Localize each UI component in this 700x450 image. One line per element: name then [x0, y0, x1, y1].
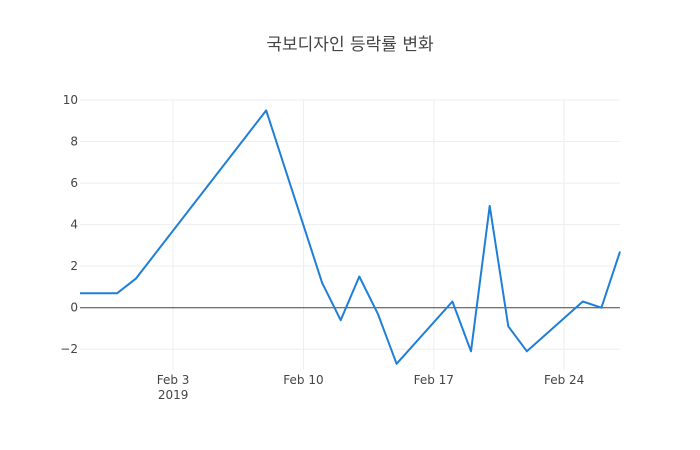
- grid-layer: [80, 99, 620, 370]
- y-tick-label: 6: [70, 176, 78, 190]
- y-tick-label: 10: [63, 93, 78, 107]
- chart-title: 국보디자인 등락률 변화: [266, 35, 434, 55]
- x-tick-label: Feb 24: [544, 373, 584, 387]
- x-tick-label: Feb 10: [283, 373, 323, 387]
- series-layer: [80, 109, 621, 365]
- x-tick-label: Feb 17: [414, 373, 454, 387]
- y-tick-label: 2: [70, 259, 78, 273]
- y-tick-label: 8: [70, 135, 78, 149]
- y-tick-label: −2: [60, 342, 78, 356]
- x-tick-sublabel: 2019: [158, 388, 189, 402]
- y-tick-label: 0: [70, 301, 78, 315]
- series-line: [80, 109, 621, 365]
- x-tick-label: Feb 3: [157, 373, 190, 387]
- y-tick-label: 4: [70, 218, 78, 232]
